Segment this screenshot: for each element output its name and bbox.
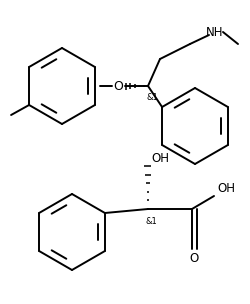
Text: O: O [188,251,198,264]
Text: O: O [112,80,122,92]
Text: OH: OH [150,151,168,164]
Text: &1: &1 [146,94,157,102]
Text: OH: OH [216,182,234,195]
Text: NH: NH [206,26,223,39]
Text: &1: &1 [144,217,156,226]
